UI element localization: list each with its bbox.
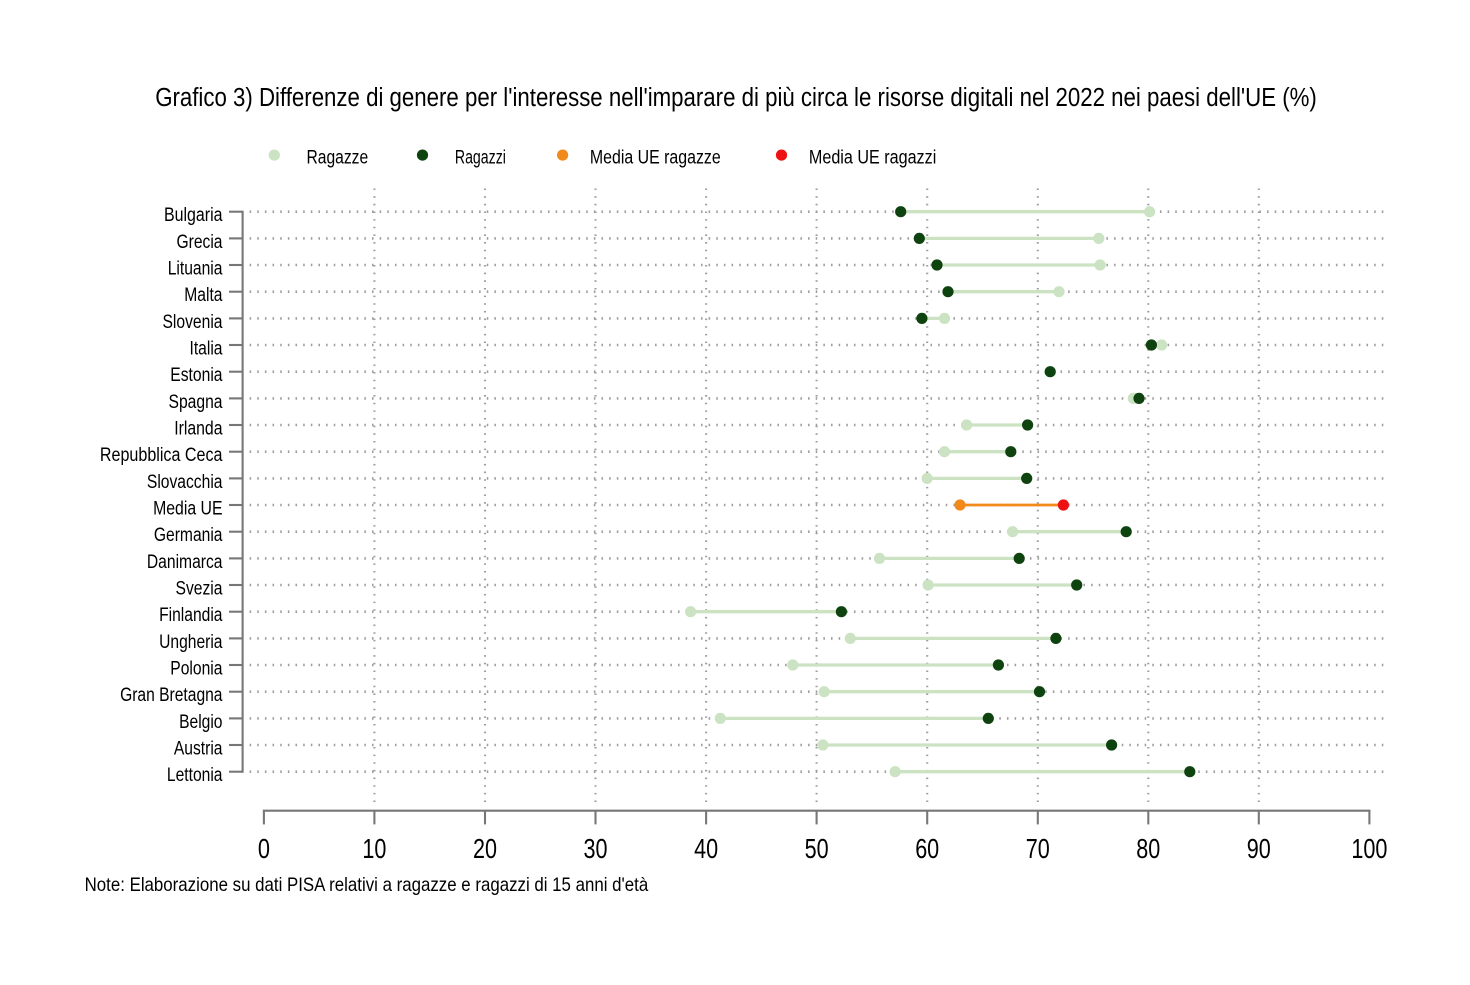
svg-text:Media UE ragazze: Media UE ragazze: [590, 146, 721, 168]
svg-text:60: 60: [915, 833, 939, 864]
svg-text:Svezia: Svezia: [176, 578, 223, 600]
svg-text:Belgio: Belgio: [179, 711, 222, 733]
svg-text:Grafico 3) Differenze di gener: Grafico 3) Differenze di genere per l'in…: [155, 82, 1317, 112]
svg-text:Irlanda: Irlanda: [174, 418, 222, 440]
svg-text:10: 10: [362, 833, 386, 864]
svg-text:Malta: Malta: [184, 284, 222, 306]
svg-text:Grecia: Grecia: [177, 231, 223, 253]
svg-text:0: 0: [258, 833, 270, 864]
svg-text:90: 90: [1247, 833, 1271, 864]
svg-text:Media UE ragazzi: Media UE ragazzi: [809, 146, 936, 168]
svg-text:Repubblica Ceca: Repubblica Ceca: [100, 444, 223, 466]
svg-text:Polonia: Polonia: [170, 658, 222, 680]
svg-text:Ragazze: Ragazze: [307, 146, 369, 168]
svg-text:Germania: Germania: [154, 524, 223, 546]
svg-text:Ungheria: Ungheria: [159, 631, 222, 653]
svg-text:Bulgaria: Bulgaria: [164, 204, 223, 226]
svg-text:Austria: Austria: [174, 738, 223, 760]
svg-text:40: 40: [694, 833, 718, 864]
svg-text:70: 70: [1026, 833, 1050, 864]
svg-text:80: 80: [1136, 833, 1160, 864]
svg-text:20: 20: [473, 833, 497, 864]
svg-text:Italia: Italia: [190, 338, 223, 360]
svg-text:Ragazzi: Ragazzi: [455, 146, 506, 168]
svg-text:Danimarca: Danimarca: [147, 551, 223, 573]
svg-text:100: 100: [1351, 833, 1387, 864]
svg-text:Gran Bretagna: Gran Bretagna: [120, 684, 222, 706]
svg-text:Estonia: Estonia: [170, 364, 222, 386]
svg-text:Lituania: Lituania: [168, 258, 223, 280]
svg-text:50: 50: [805, 833, 829, 864]
svg-text:Lettonia: Lettonia: [167, 764, 223, 786]
svg-text:Finlandia: Finlandia: [159, 604, 222, 626]
svg-text:Slovenia: Slovenia: [163, 311, 223, 333]
svg-text:Slovacchia: Slovacchia: [147, 471, 223, 493]
svg-text:30: 30: [584, 833, 608, 864]
svg-text:Spagna: Spagna: [169, 391, 223, 413]
svg-text:Note: Elaborazione su dati PIS: Note: Elaborazione su dati PISA relativi…: [85, 874, 649, 896]
svg-text:Media UE: Media UE: [153, 498, 222, 520]
